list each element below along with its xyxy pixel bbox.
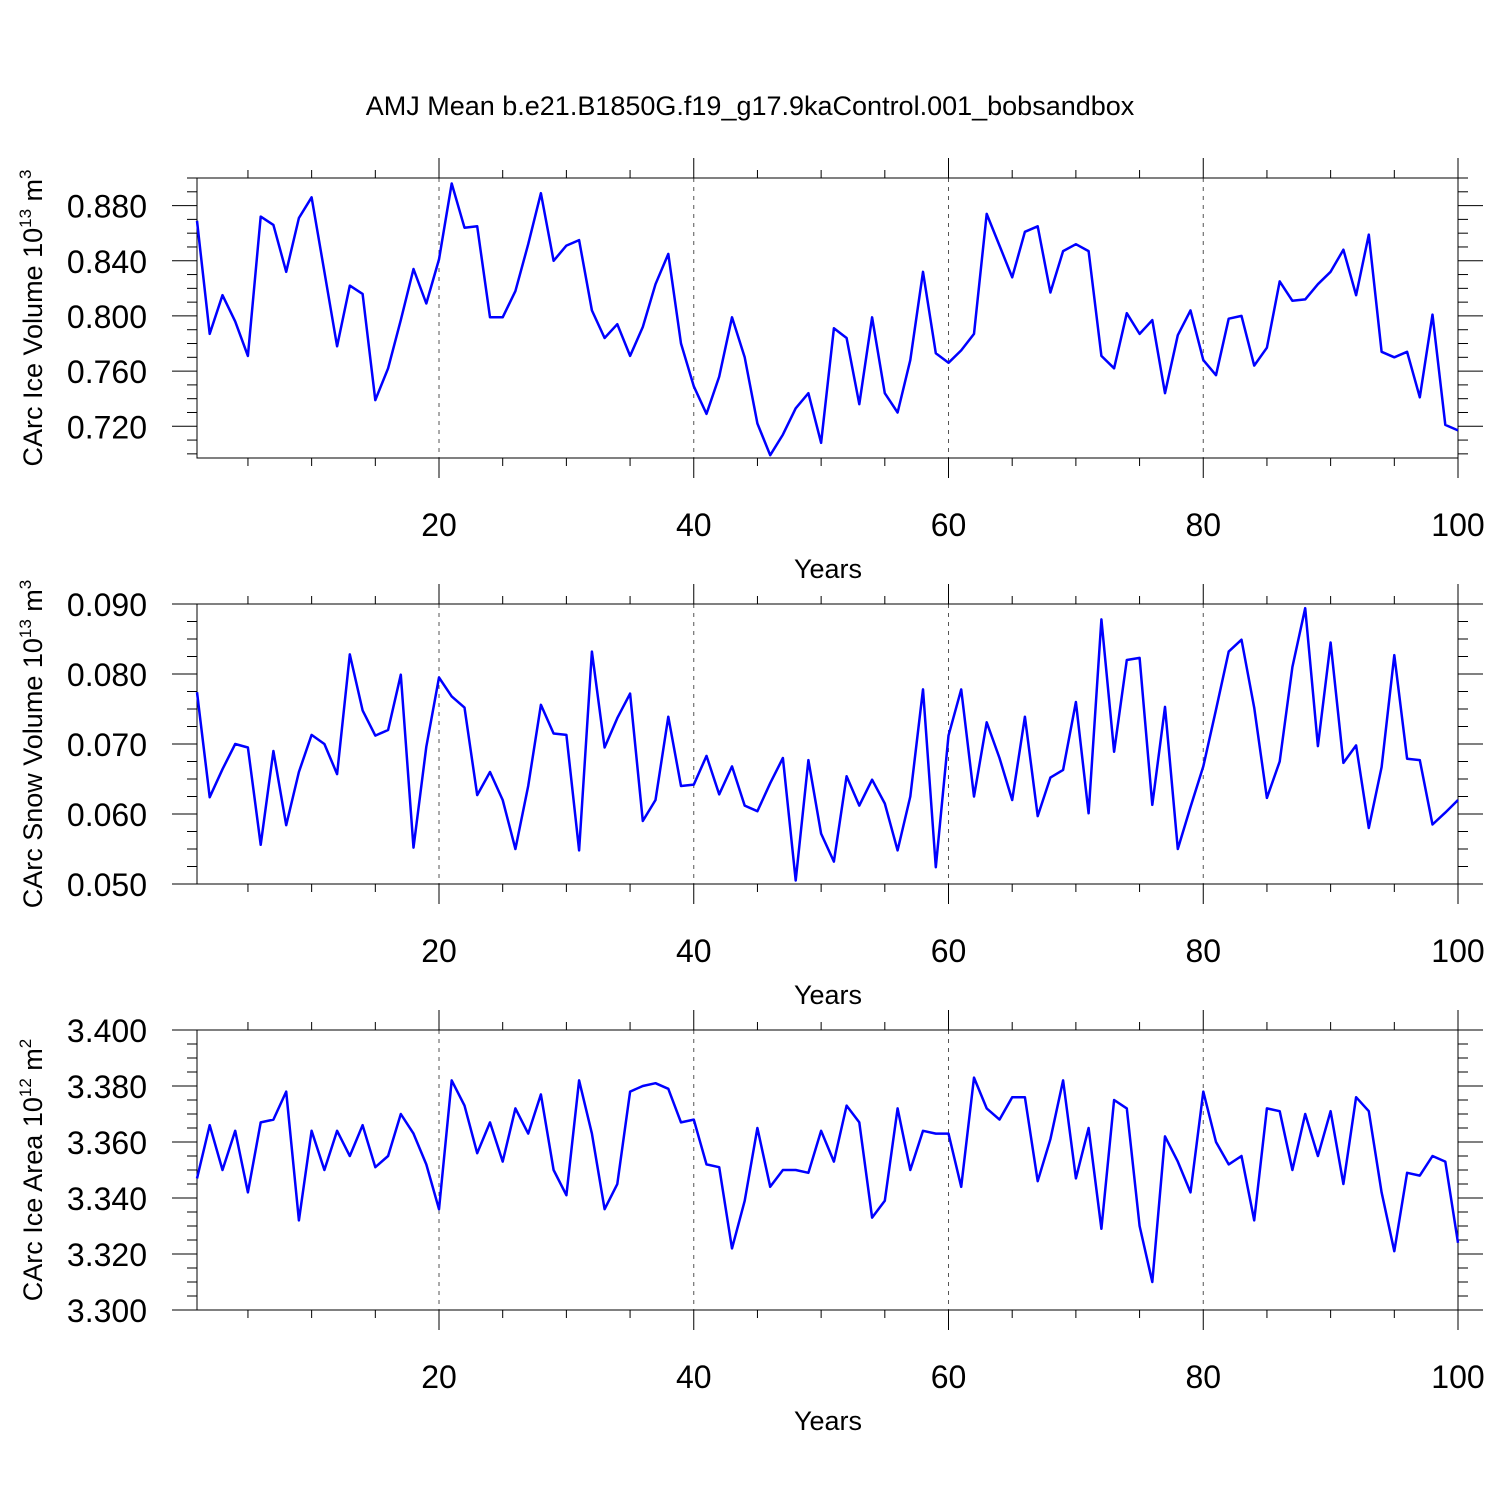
y-axis-label: CArc Snow Volume 1013 m3	[16, 580, 48, 909]
figure-title: AMJ Mean b.e21.B1850G.f19_g17.9kaControl…	[366, 91, 1135, 121]
panel-ice-area: 20 40 60 80 100 3.300 3.320 3.340 3.360 3.380 3.40…	[16, 1010, 1485, 1436]
x-tick-label: 20	[421, 1359, 457, 1395]
x-tick-label: 80	[1185, 933, 1221, 969]
x-tick-label: 40	[676, 507, 712, 543]
y-tick-label: 3.380	[67, 1069, 147, 1105]
y-tick-label: 0.060	[67, 797, 147, 833]
x-tick-label: 60	[931, 507, 967, 543]
x-tick-label: 100	[1431, 933, 1484, 969]
x-tick-label: 100	[1431, 1359, 1484, 1395]
x-tick-label: 20	[421, 933, 457, 969]
y-tick-label: 3.360	[67, 1125, 147, 1161]
y-tick-label: 3.320	[67, 1237, 147, 1273]
x-tick-label: 60	[931, 933, 967, 969]
y-tick-label: 0.720	[67, 409, 147, 445]
x-tick-label: 40	[676, 933, 712, 969]
y-tick-label: 3.340	[67, 1181, 147, 1217]
y-tick-label: 0.800	[67, 299, 147, 335]
x-tick-label: 20	[421, 507, 457, 543]
x-axis-label: Years	[794, 1406, 862, 1436]
y-tick-label: 3.300	[67, 1293, 147, 1329]
x-tick-label: 100	[1431, 507, 1484, 543]
x-axis-label: Years	[794, 980, 862, 1010]
x-tick-label: 80	[1185, 507, 1221, 543]
y-tick-label: 0.090	[67, 587, 147, 623]
panel-snow-volume: 20 40 60 80 100 0.050 0.060 0.070 0.080 0.090 Year…	[16, 580, 1485, 1010]
plot-frame	[196, 1029, 1459, 1311]
y-tick-label: 0.070	[67, 727, 147, 763]
y-tick-label: 0.760	[67, 354, 147, 390]
x-axis-label: Years	[794, 554, 862, 584]
y-tick-label: 0.050	[67, 867, 147, 903]
y-tick-label: 0.880	[67, 189, 147, 225]
series-line	[195, 606, 1459, 882]
x-tick-label: 60	[931, 1359, 967, 1395]
y-tick-label: 3.400	[67, 1013, 147, 1049]
x-tick-label: 40	[676, 1359, 712, 1395]
y-tick-label: 0.080	[67, 657, 147, 693]
series-line	[195, 182, 1459, 457]
y-axis-label: CArc Ice Area 1012 m2	[16, 1039, 48, 1302]
plot-frame	[196, 177, 1459, 459]
y-axis-label: CArc Ice Volume 1013 m3	[16, 169, 48, 466]
x-tick-label: 80	[1185, 1359, 1221, 1395]
panel-ice-volume: 20 40 60 80 100 0.720 0.760 0.800 0.840 0.880 Year…	[16, 158, 1485, 584]
y-tick-label: 0.840	[67, 244, 147, 280]
plot-frame	[196, 603, 1459, 885]
series-line	[195, 1076, 1460, 1284]
